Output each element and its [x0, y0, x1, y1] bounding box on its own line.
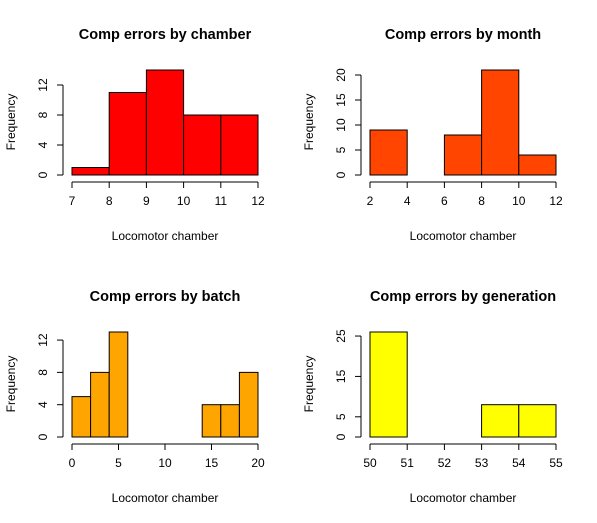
chart-title: Comp errors by month: [385, 27, 541, 43]
x-tick-label: 10: [158, 456, 172, 470]
x-tick-label: 2: [367, 194, 374, 208]
x-tick-label: 50: [363, 456, 377, 470]
chart-title: Comp errors by batch: [90, 289, 241, 305]
chart-title: Comp errors by generation: [370, 289, 556, 305]
bar: [90, 371, 110, 438]
x-axis-label: Locomotor chamber: [410, 491, 517, 505]
y-axis-label: Frequency: [302, 356, 316, 413]
y-tick-label: 5: [334, 146, 348, 153]
y-tick-label: 8: [36, 369, 50, 376]
histogram-panel: Comp errors by generation Locomotor chamb…: [302, 289, 563, 505]
x-tick-label: 10: [512, 194, 526, 208]
y-tick-label: 0: [334, 171, 348, 178]
x-tick-label: 20: [251, 456, 265, 470]
y-tick-label: 15: [334, 369, 348, 383]
bar: [443, 134, 483, 176]
x-axis-label: Locomotor chamber: [410, 229, 517, 243]
histogram-panel: Comp errors by chamber Locomotor chamber F…: [4, 27, 265, 243]
bar: [71, 167, 110, 176]
y-tick-label: 10: [334, 118, 348, 132]
x-tick-label: 4: [404, 194, 411, 208]
bar: [481, 69, 520, 176]
bar: [108, 92, 147, 176]
bar: [369, 331, 408, 438]
y-axis-label: Frequency: [4, 356, 18, 413]
x-tick-label: 54: [512, 456, 526, 470]
x-tick-label: 5: [115, 456, 122, 470]
bar: [108, 331, 129, 438]
bar: [220, 114, 259, 176]
x-tick-label: 10: [177, 194, 191, 208]
y-tick-label: 4: [36, 141, 50, 148]
y-axis-label: Frequency: [302, 94, 316, 151]
y-tick-label: 12: [36, 78, 50, 92]
x-tick-label: 12: [251, 194, 265, 208]
x-axis-label: Locomotor chamber: [112, 229, 219, 243]
chart-title: Comp errors by chamber: [79, 27, 252, 43]
bar: [183, 114, 222, 176]
x-tick-label: 53: [475, 456, 489, 470]
x-tick-label: 8: [106, 194, 113, 208]
y-axis-label: Frequency: [4, 94, 18, 151]
y-tick-label: 5: [334, 413, 348, 420]
x-tick-label: 52: [438, 456, 452, 470]
y-tick-label: 25: [334, 329, 348, 343]
x-tick-label: 6: [441, 194, 448, 208]
x-tick-label: 9: [143, 194, 150, 208]
x-axis-label: Locomotor chamber: [112, 491, 219, 505]
bar: [481, 404, 520, 438]
histogram-panel: Comp errors by month Locomotor chamber Fre…: [302, 27, 563, 243]
y-tick-label: 15: [334, 93, 348, 107]
bar: [518, 154, 557, 176]
bar: [145, 69, 185, 176]
x-tick-label: 7: [69, 194, 76, 208]
bar: [201, 404, 222, 438]
x-tick-label: 12: [549, 194, 563, 208]
bar: [220, 404, 240, 438]
y-tick-label: 0: [36, 433, 50, 440]
x-tick-label: 0: [69, 456, 76, 470]
y-tick-label: 0: [334, 433, 348, 440]
x-tick-label: 11: [215, 194, 228, 208]
x-tick-label: 15: [205, 456, 219, 470]
bar: [518, 404, 557, 438]
x-tick-label: 8: [478, 194, 485, 208]
y-tick-label: 8: [36, 111, 50, 118]
y-tick-label: 12: [36, 333, 50, 347]
bar: [238, 371, 259, 438]
bar: [369, 129, 408, 176]
bar: [71, 396, 92, 438]
x-tick-label: 55: [549, 456, 563, 470]
y-tick-label: 20: [334, 68, 348, 82]
y-tick-label: 0: [36, 171, 50, 178]
y-tick-label: 4: [36, 401, 50, 408]
x-tick-label: 51: [401, 456, 415, 470]
histogram-panel: Comp errors by batch Locomotor chamber Fre…: [4, 289, 265, 505]
